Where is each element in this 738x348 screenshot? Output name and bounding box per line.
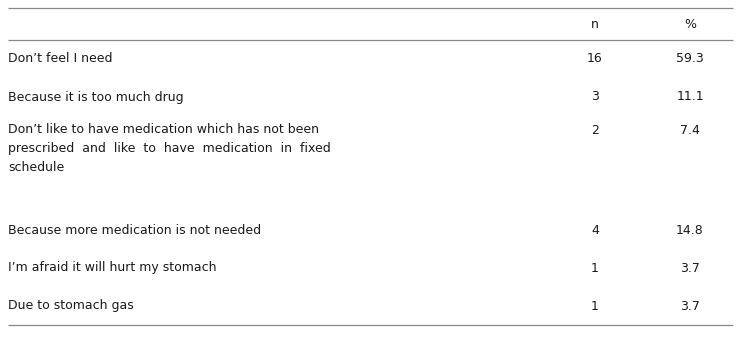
Text: 59.3: 59.3 bbox=[676, 53, 704, 65]
Text: 14.8: 14.8 bbox=[676, 223, 704, 237]
Text: Because it is too much drug: Because it is too much drug bbox=[8, 90, 184, 103]
Text: Because more medication is not needed: Because more medication is not needed bbox=[8, 223, 261, 237]
Text: 1: 1 bbox=[591, 300, 599, 313]
Text: Don’t like to have medication which has not been
prescribed  and  like  to  have: Don’t like to have medication which has … bbox=[8, 123, 331, 174]
Text: 2: 2 bbox=[591, 124, 599, 136]
Text: 4: 4 bbox=[591, 223, 599, 237]
Text: 16: 16 bbox=[587, 53, 603, 65]
Text: 7.4: 7.4 bbox=[680, 124, 700, 136]
Text: Don’t feel I need: Don’t feel I need bbox=[8, 53, 112, 65]
Text: Due to stomach gas: Due to stomach gas bbox=[8, 300, 134, 313]
Text: 11.1: 11.1 bbox=[676, 90, 704, 103]
Text: 3.7: 3.7 bbox=[680, 261, 700, 275]
Text: 1: 1 bbox=[591, 261, 599, 275]
Text: n: n bbox=[591, 17, 599, 31]
Text: I’m afraid it will hurt my stomach: I’m afraid it will hurt my stomach bbox=[8, 261, 216, 275]
Text: 3: 3 bbox=[591, 90, 599, 103]
Text: 3.7: 3.7 bbox=[680, 300, 700, 313]
Text: %: % bbox=[684, 17, 696, 31]
